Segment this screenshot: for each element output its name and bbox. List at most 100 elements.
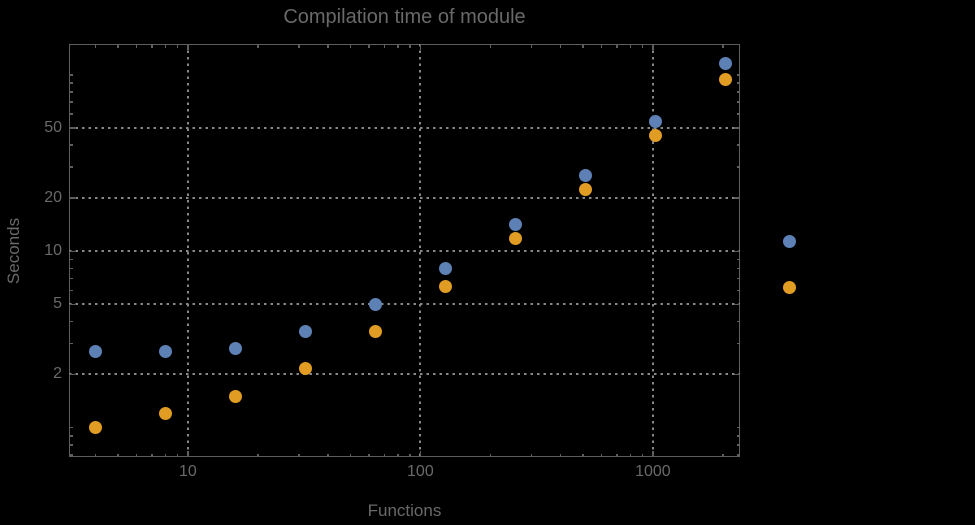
x-tick (117, 44, 119, 48)
y-tick-label-20: 20 (44, 188, 62, 206)
data-point-series2-x256 (508, 232, 522, 246)
x-tick (135, 453, 138, 457)
x-tick (151, 44, 153, 48)
y-tick (734, 127, 740, 129)
x-tick (187, 44, 189, 50)
y-tick (734, 250, 740, 252)
data-point-series1-x128 (438, 261, 452, 275)
y-tick (69, 258, 73, 261)
x-tick (419, 451, 422, 457)
x-tick (94, 44, 97, 48)
y-tick (69, 127, 75, 129)
data-point-series2-x32 (298, 362, 312, 376)
x-tick (164, 453, 167, 457)
y-tick (69, 250, 75, 252)
y-tick (69, 82, 73, 84)
x-tick-label-100: 100 (407, 463, 434, 480)
y-tick (736, 320, 740, 323)
y-tick (734, 303, 740, 306)
x-tick (559, 453, 562, 457)
x-tick (368, 453, 370, 457)
data-point-series2-x64 (368, 324, 382, 338)
gridline-y-10 (69, 250, 740, 252)
y-tick (69, 444, 73, 446)
y-tick-label-10: 10 (44, 242, 62, 259)
x-tick (383, 453, 386, 457)
data-point-series1-x256 (508, 217, 522, 231)
x-tick (327, 44, 329, 48)
x-tick (600, 453, 603, 457)
x-tick (327, 453, 329, 457)
x-tick (187, 451, 189, 457)
y-tick (736, 444, 740, 446)
y-tick (69, 289, 73, 292)
y-tick (734, 373, 740, 376)
x-tick (135, 44, 138, 48)
y-tick (736, 267, 740, 270)
data-point-series1-x4 (88, 344, 102, 358)
y-tick (736, 277, 740, 280)
x-tick (530, 44, 533, 48)
y-tick (69, 267, 73, 270)
x-tick-label-10: 10 (178, 463, 197, 480)
y-tick-label-2: 2 (53, 365, 62, 383)
y-tick (69, 91, 73, 93)
y-tick (736, 101, 740, 103)
data-point-series1-x32 (298, 324, 312, 338)
data-point-series1-x512 (578, 169, 592, 183)
gridline-y-20 (69, 196, 740, 199)
y-tick-label-50: 50 (44, 118, 62, 136)
x-tick (176, 453, 179, 457)
chart-title: Compilation time of module (283, 6, 526, 28)
data-point-series2-x16 (228, 389, 242, 403)
y-tick (736, 91, 740, 93)
y-tick (69, 144, 73, 146)
x-tick (652, 451, 654, 457)
legend-marker-1 (782, 234, 796, 248)
x-tick (257, 44, 259, 48)
y-tick (736, 435, 740, 437)
x-tick (629, 44, 632, 48)
y-tick (69, 320, 73, 323)
data-point-series1-x1024 (648, 114, 662, 128)
x-tick (722, 453, 724, 457)
x-tick (298, 453, 300, 457)
x-tick (397, 44, 399, 48)
gridline-y-2 (69, 373, 740, 376)
x-tick-label-1000: 1000 (635, 463, 671, 480)
y-tick (69, 166, 73, 168)
x-tick (409, 453, 411, 457)
x-tick (582, 44, 584, 48)
x-tick (349, 44, 352, 48)
x-tick (489, 453, 492, 457)
y-tick (69, 277, 73, 280)
y-tick (736, 144, 740, 146)
x-tick (349, 453, 352, 457)
y-tick (69, 113, 73, 115)
y-tick (736, 454, 740, 456)
gridline-y-50 (69, 126, 740, 129)
y-tick (734, 197, 740, 199)
data-point-series2-x512 (578, 183, 592, 197)
gridline-y-5 (69, 303, 740, 306)
x-tick (530, 453, 533, 457)
x-axis-label: Functions (367, 501, 442, 520)
x-tick (616, 44, 618, 48)
x-tick (616, 453, 618, 457)
x-tick (600, 44, 603, 48)
y-tick (736, 258, 740, 261)
x-tick (383, 44, 386, 48)
y-tick (736, 113, 740, 115)
x-tick (489, 44, 492, 48)
y-tick (69, 373, 75, 376)
y-tick (736, 426, 740, 429)
x-tick (419, 44, 422, 50)
x-tick (164, 44, 167, 48)
y-tick (736, 82, 740, 84)
data-point-series1-x8 (158, 344, 172, 358)
data-point-series2-x2048 (718, 72, 732, 86)
y-tick (736, 74, 740, 76)
x-tick (582, 453, 584, 457)
x-tick (641, 44, 644, 48)
